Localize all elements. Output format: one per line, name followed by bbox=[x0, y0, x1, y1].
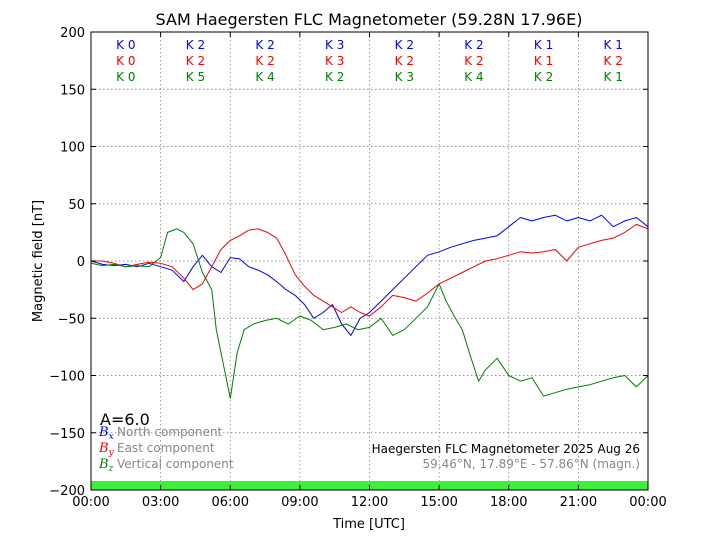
k-index-value: K 5 bbox=[186, 70, 205, 84]
x-axis-label: Time [UTC] bbox=[332, 517, 405, 532]
x-tick-label: 15:00 bbox=[420, 495, 457, 510]
a-index-label: A=6.0 bbox=[100, 410, 150, 429]
x-tick-label: 00:00 bbox=[72, 495, 109, 510]
x-tick-label: 18:00 bbox=[490, 495, 527, 510]
k-index-value: K 3 bbox=[395, 70, 414, 84]
x-tick-label: 03:00 bbox=[142, 495, 179, 510]
series-line-y bbox=[91, 223, 649, 317]
y-tick-label: 200 bbox=[60, 26, 85, 41]
series-lines bbox=[90, 214, 649, 399]
info-title: Haegersten FLC Magnetometer 2025 Aug 26 bbox=[372, 442, 640, 456]
series-line-z bbox=[90, 228, 649, 399]
k-index-value: K 2 bbox=[604, 54, 623, 68]
k-index-value: K 2 bbox=[186, 38, 205, 52]
y-axis-label: Magnetic field [nT] bbox=[31, 200, 46, 322]
k-index-value: K 2 bbox=[186, 54, 205, 68]
chart-title: SAM Haegersten FLC Magnetometer (59.28N … bbox=[156, 10, 583, 29]
y-tick-label: 50 bbox=[68, 198, 85, 213]
k-index-value: K 2 bbox=[395, 38, 414, 52]
info-coordinates: 59.46°N, 17.89°E - 57.86°N (magn.) bbox=[423, 457, 640, 471]
k-index-value: K 1 bbox=[534, 54, 553, 68]
k-index-value: K 2 bbox=[464, 38, 483, 52]
k-index-value: K 0 bbox=[116, 54, 135, 68]
y-tick-label: −200 bbox=[49, 484, 85, 499]
k-index-value: K 2 bbox=[534, 70, 553, 84]
k-index-value: K 3 bbox=[325, 54, 344, 68]
k-index-value: K 2 bbox=[325, 70, 344, 84]
k-index-value: K 1 bbox=[604, 38, 623, 52]
x-tick-label: 21:00 bbox=[560, 495, 597, 510]
y-tick-label: −50 bbox=[58, 312, 85, 327]
x-tick-label: 12:00 bbox=[351, 495, 388, 510]
legend-entry: East component bbox=[117, 441, 215, 455]
k-index-value: K 0 bbox=[116, 38, 135, 52]
y-tick-label: 150 bbox=[60, 83, 85, 98]
grid-lines bbox=[91, 32, 648, 490]
k-index-value: K 4 bbox=[255, 70, 274, 84]
legend-symbol: Bz bbox=[98, 457, 114, 474]
k-index-value: K 4 bbox=[464, 70, 483, 84]
k-index-value: K 0 bbox=[116, 70, 135, 84]
k-index-value: K 2 bbox=[464, 54, 483, 68]
k-index-value: K 2 bbox=[255, 38, 274, 52]
y-tick-label: 0 bbox=[77, 255, 85, 270]
y-tick-label: −150 bbox=[49, 427, 85, 442]
k-index-value: K 2 bbox=[255, 54, 274, 68]
legend-symbol: By bbox=[98, 441, 115, 458]
k-index-value: K 3 bbox=[325, 38, 344, 52]
y-tick-label: 100 bbox=[60, 141, 85, 156]
x-tick-label: 06:00 bbox=[212, 495, 249, 510]
x-tick-label: 00:00 bbox=[629, 495, 666, 510]
k-index-value: K 1 bbox=[604, 70, 623, 84]
k-index-value: K 1 bbox=[534, 38, 553, 52]
series-line-x bbox=[90, 214, 649, 336]
k-index-value: K 2 bbox=[395, 54, 414, 68]
k-index-table: K 0 K 2 K 2 K 3 K 2 K 2 K 1 K 1 K 0 K 2 K 2 K 3 K 2 K… bbox=[116, 38, 623, 84]
x-tick-label: 09:00 bbox=[281, 495, 318, 510]
legend-entry: Vertical component bbox=[117, 457, 234, 471]
legend-entry: North component bbox=[117, 425, 223, 439]
y-tick-label: −100 bbox=[49, 370, 85, 385]
axis-ticks: 00:00 03:00 06:00 09:00 12:00 15:00 18:00 21:00… bbox=[49, 26, 666, 510]
